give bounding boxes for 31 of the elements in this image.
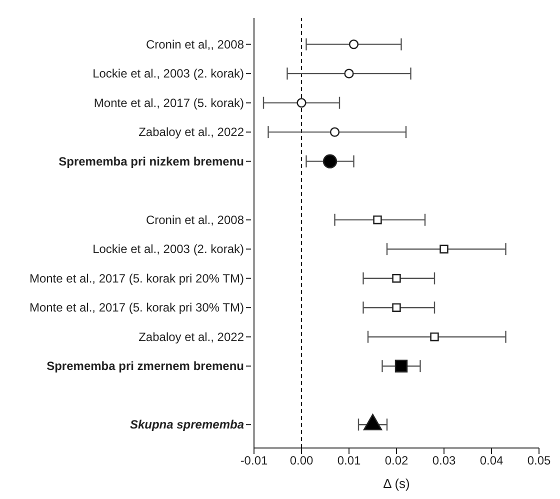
y-tick-label: Monte et al., 2017 (5. korak pri 20% TM) [29, 271, 244, 286]
x-tick-label: 0.05 [527, 454, 551, 468]
point [348, 40, 359, 50]
y-tick-label: Skupna sprememba [130, 418, 244, 432]
x-tick-label: 0.03 [432, 454, 456, 468]
x-axis-title: Δ (s) [383, 476, 410, 491]
y-tick-label: Lockie et al., 2003 (2. korak) [92, 242, 244, 256]
point [430, 332, 439, 342]
point [344, 68, 354, 78]
y-tick-label: Zabaloy et al., 2022 [138, 125, 244, 140]
point [392, 274, 401, 283]
point [440, 244, 448, 254]
point [322, 154, 338, 168]
x-tick-label: -0.01 [240, 454, 268, 468]
y-tick-label: Sprememba pri nizkem bremenu [58, 154, 244, 168]
x-tick-label: 0.01 [337, 454, 361, 468]
point [330, 127, 340, 137]
x-tick-label: 0.02 [384, 454, 408, 468]
y-tick-label: Zabaloy et al., 2022 [138, 330, 244, 344]
point [296, 98, 306, 108]
y-tick-label: Monte et al., 2017 (5. korak pri 30% TM) [29, 300, 244, 315]
y-tick-label: Lockie et al., 2003 (2. korak) [92, 66, 244, 81]
y-tick-label: Monte et al., 2017 (5. korak) [94, 96, 244, 110]
point [373, 215, 382, 224]
x-tick-label: 0.00 [290, 454, 314, 468]
y-tick-label: Sprememba pri zmernem bremenu [46, 359, 244, 374]
point [394, 360, 408, 372]
x-tick-label: 0.04 [480, 454, 504, 468]
y-tick-label: Cronin et al,, 2008 [146, 37, 244, 52]
point [392, 303, 401, 312]
y-tick-label: Cronin et al., 2008 [146, 212, 244, 227]
